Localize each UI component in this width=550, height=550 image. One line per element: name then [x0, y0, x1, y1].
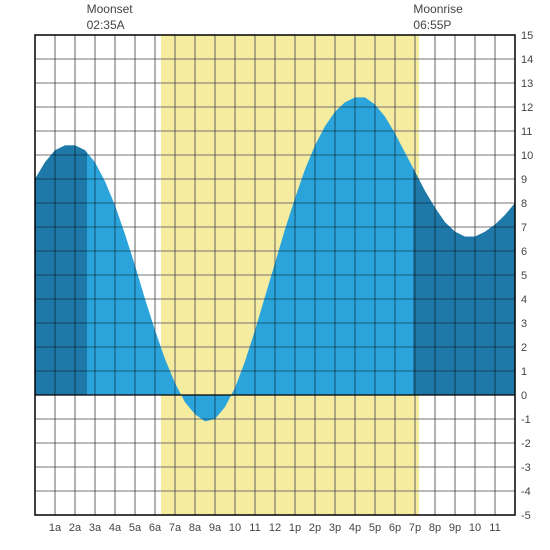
- svg-text:-4: -4: [521, 486, 531, 498]
- svg-text:13: 13: [521, 78, 533, 90]
- svg-text:2: 2: [521, 342, 527, 354]
- svg-text:0: 0: [521, 390, 527, 402]
- svg-text:10: 10: [229, 522, 241, 534]
- moonset-time: 02:35A: [87, 18, 133, 34]
- svg-text:1p: 1p: [289, 522, 301, 534]
- svg-text:5p: 5p: [369, 522, 381, 534]
- svg-text:11: 11: [521, 126, 532, 138]
- svg-text:3: 3: [521, 318, 527, 330]
- moonrise-time: 06:55P: [413, 18, 462, 34]
- svg-text:-2: -2: [521, 438, 531, 450]
- svg-text:8p: 8p: [429, 522, 441, 534]
- svg-text:12: 12: [269, 522, 281, 534]
- svg-text:6p: 6p: [389, 522, 401, 534]
- moonset-annotation: Moonset 02:35A: [87, 2, 133, 33]
- svg-text:5: 5: [521, 270, 527, 282]
- moonrise-label: Moonrise: [413, 2, 462, 18]
- svg-text:7p: 7p: [409, 522, 421, 534]
- chart-svg: -5-4-3-2-101234567891011121314151a2a3a4a…: [0, 0, 550, 550]
- tide-chart: -5-4-3-2-101234567891011121314151a2a3a4a…: [0, 0, 550, 550]
- svg-text:7: 7: [521, 222, 527, 234]
- moonrise-annotation: Moonrise 06:55P: [413, 2, 462, 33]
- svg-text:8: 8: [521, 198, 527, 210]
- moonset-label: Moonset: [87, 2, 133, 18]
- svg-text:8a: 8a: [189, 522, 202, 534]
- svg-text:5a: 5a: [129, 522, 142, 534]
- svg-text:-1: -1: [521, 414, 531, 426]
- svg-text:3p: 3p: [329, 522, 341, 534]
- svg-text:3a: 3a: [89, 522, 102, 534]
- svg-text:14: 14: [521, 54, 533, 66]
- svg-text:4p: 4p: [349, 522, 361, 534]
- svg-text:15: 15: [521, 30, 533, 42]
- svg-text:2p: 2p: [309, 522, 321, 534]
- svg-text:1a: 1a: [49, 522, 62, 534]
- svg-text:10: 10: [521, 150, 533, 162]
- svg-text:9p: 9p: [449, 522, 461, 534]
- svg-text:4: 4: [521, 294, 527, 306]
- svg-text:6: 6: [521, 246, 527, 258]
- svg-text:-5: -5: [521, 510, 531, 522]
- svg-text:11: 11: [249, 522, 260, 534]
- svg-text:11: 11: [489, 522, 500, 534]
- svg-text:2a: 2a: [69, 522, 82, 534]
- svg-text:6a: 6a: [149, 522, 162, 534]
- svg-text:7a: 7a: [169, 522, 182, 534]
- svg-text:-3: -3: [521, 462, 531, 474]
- svg-text:9: 9: [521, 174, 527, 186]
- svg-text:12: 12: [521, 102, 533, 114]
- svg-text:4a: 4a: [109, 522, 122, 534]
- svg-text:10: 10: [469, 522, 481, 534]
- svg-text:1: 1: [521, 366, 527, 378]
- svg-text:9a: 9a: [209, 522, 222, 534]
